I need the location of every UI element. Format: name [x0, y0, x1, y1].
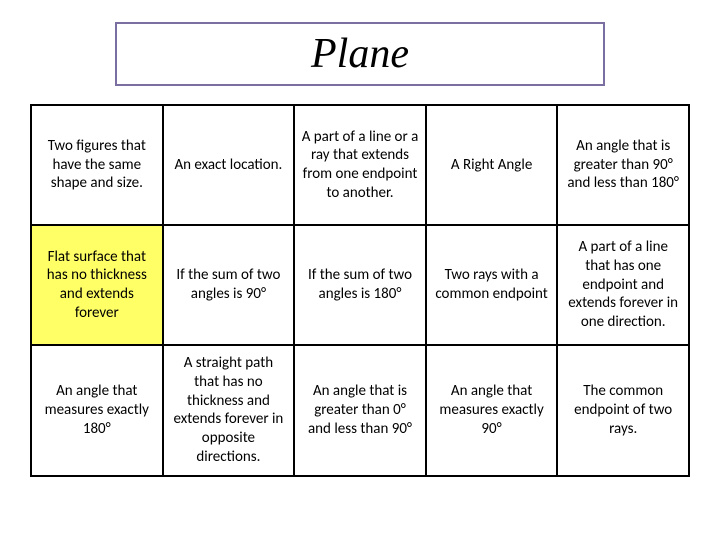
cell-r1c0: Flat surface that has no thickness and e…: [31, 225, 163, 345]
cell-r2c0: An angle that measures exactly 180°: [31, 345, 163, 476]
cell-r0c1: An exact location.: [163, 105, 295, 225]
cell-r2c2: An angle that is greater than 0° and les…: [294, 345, 426, 476]
page-title: Plane: [311, 31, 409, 77]
cell-r0c3: A Right Angle: [426, 105, 558, 225]
cell-r1c4: A part of a line that has one endpoint a…: [557, 225, 689, 345]
cell-r2c3: An angle that measures exactly 90°: [426, 345, 558, 476]
title-container: Plane: [115, 22, 605, 86]
cell-r2c1: A straight path that has no thickness an…: [163, 345, 295, 476]
cell-r0c4: An angle that is greater than 90° and le…: [557, 105, 689, 225]
cell-r1c1: If the sum of two angles is 90°: [163, 225, 295, 345]
table-row: Two figures that have the same shape and…: [31, 105, 689, 225]
cell-r1c3: Two rays with a common endpoint: [426, 225, 558, 345]
cell-r0c0: Two figures that have the same shape and…: [31, 105, 163, 225]
table-row: Flat surface that has no thickness and e…: [31, 225, 689, 345]
table-row: An angle that measures exactly 180° A st…: [31, 345, 689, 476]
definitions-table: Two figures that have the same shape and…: [30, 104, 690, 477]
cell-r2c4: The common endpoint of two rays.: [557, 345, 689, 476]
cell-r1c2: If the sum of two angles is 180°: [294, 225, 426, 345]
cell-r0c2: A part of a line or a ray that extends f…: [294, 105, 426, 225]
